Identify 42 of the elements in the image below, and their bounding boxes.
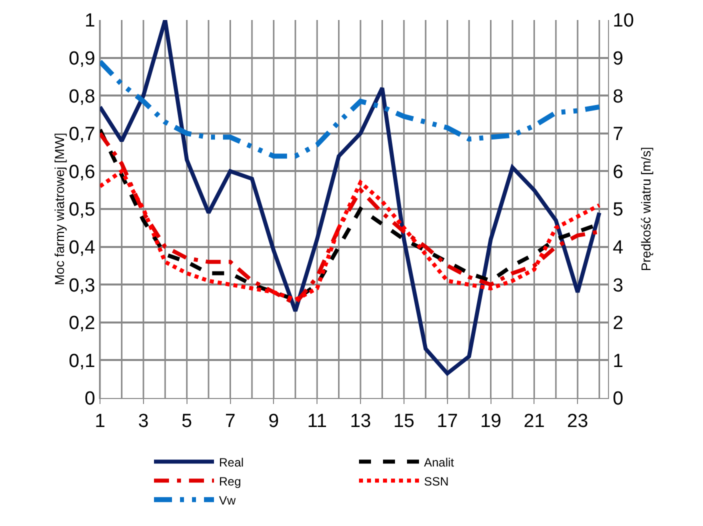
line-series xyxy=(100,20,602,376)
y2-tick-label: 10 xyxy=(612,10,634,32)
legend-label: Reg xyxy=(219,474,242,488)
y2-tick-label: 5 xyxy=(612,200,624,221)
x-tick-label: 19 xyxy=(480,410,502,432)
line-series xyxy=(100,169,602,302)
y-tick-label: 0 xyxy=(84,388,96,410)
y-tick-label: 1 xyxy=(84,10,96,32)
y2-tick-label: 0 xyxy=(612,388,624,410)
y2-tick-label: 7 xyxy=(612,124,624,146)
y2-tick-label: 2 xyxy=(612,313,624,334)
x-tick-label: 9 xyxy=(268,410,279,432)
x-tick-label: 11 xyxy=(307,410,327,432)
x-tick-label: 15 xyxy=(393,410,414,432)
y2-axis-title: Prędkość wiatru [m/s] xyxy=(638,146,654,272)
y-tick-label: 0,9 xyxy=(68,48,96,70)
x-tick-label: 23 xyxy=(567,410,588,432)
x-tick-label: 7 xyxy=(224,410,236,432)
y2-tick-label: 6 xyxy=(612,162,624,183)
legend-label: Analit xyxy=(424,455,455,470)
y-tick-label: 0,4 xyxy=(68,237,96,258)
y2-tick-label: 8 xyxy=(612,86,624,108)
y-tick-label: 0,2 xyxy=(68,313,96,334)
x-tick-label: 13 xyxy=(350,410,372,432)
legend-label: Real xyxy=(219,455,244,470)
y2-tick-label: 1 xyxy=(612,350,624,372)
y-tick-label: 0,6 xyxy=(68,162,96,183)
x-tick-label: 5 xyxy=(182,410,192,432)
y2-tick-label: 4 xyxy=(612,237,624,258)
x-tick-label: 21 xyxy=(524,410,545,432)
legend-label: SSN xyxy=(424,474,449,488)
y2-tick-label: 9 xyxy=(612,48,624,70)
x-tick-label: 17 xyxy=(436,410,458,432)
y-axis-title: Moc farmy wiatrowej [MW] xyxy=(52,132,67,286)
y-tick-label: 0,7 xyxy=(68,124,96,146)
y-tick-label: 0,1 xyxy=(68,350,96,372)
y2-tick-label: 3 xyxy=(612,275,624,296)
x-tick-label: 3 xyxy=(138,410,149,432)
y-tick-label: 0,3 xyxy=(68,275,96,296)
y-tick-label: 0,8 xyxy=(68,86,96,108)
legend-label: Vw xyxy=(219,493,236,508)
y-tick-label: 0,5 xyxy=(68,200,96,221)
